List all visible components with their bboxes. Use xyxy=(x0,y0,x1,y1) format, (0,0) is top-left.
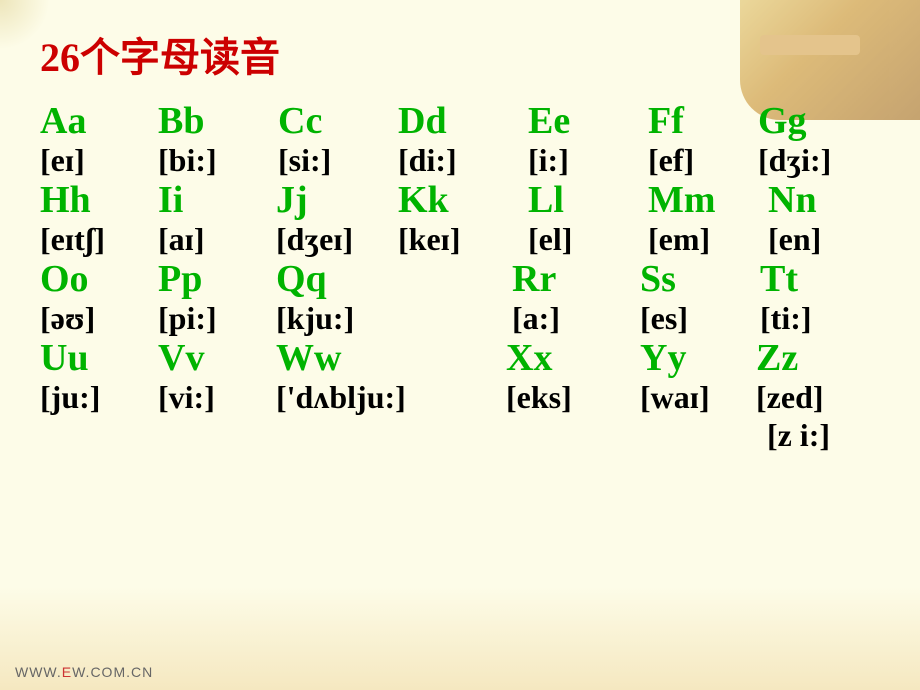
letter: Tt xyxy=(760,259,798,301)
letter-cell: Hh[eɪtʃ] xyxy=(40,180,158,257)
footer-suffix: W.COM.CN xyxy=(72,664,153,680)
ipa: [pi:] xyxy=(158,301,217,336)
letter: Uu xyxy=(40,338,89,380)
footer-url: WWW.EW.COM.CN xyxy=(15,664,153,680)
letter: Xx xyxy=(506,338,552,380)
letter: Aa xyxy=(40,101,86,143)
letter: Ii xyxy=(158,180,183,222)
letter: Gg xyxy=(758,101,807,143)
alphabet-row-2: Hh[eɪtʃ] Ii[aɪ] Jj[dʒeɪ] Kk[keɪ] Ll[el] … xyxy=(40,180,880,257)
letter-cell: Cc[si:] xyxy=(278,101,398,178)
letter-cell: Ff[ef] xyxy=(648,101,758,178)
ipa: [kju:] xyxy=(276,301,354,336)
alphabet-row-4: Uu[ju:] Vv[vi:] Ww['dʌblju:] Xx[eks] Yy[… xyxy=(40,338,880,415)
letter-cell: Oo[əʊ] xyxy=(40,259,158,336)
letter-cell: Bb[bi:] xyxy=(158,101,278,178)
ipa: [el] xyxy=(528,222,572,257)
ipa: ['dʌblju:] xyxy=(276,380,406,415)
footer-mid: E xyxy=(62,664,72,680)
letter-cell: Ee[i:] xyxy=(528,101,648,178)
letter: Ee xyxy=(528,101,570,143)
letter-cell: Ww['dʌblju:] xyxy=(276,338,506,415)
letter-cell: Tt[ti:] xyxy=(760,259,860,336)
letter: Rr xyxy=(512,259,556,301)
footer-prefix: WWW. xyxy=(15,664,62,680)
letter-cell: Ll[el] xyxy=(528,180,648,257)
letter: Hh xyxy=(40,180,91,222)
ipa: [em] xyxy=(648,222,710,257)
ipa: [es] xyxy=(640,301,688,336)
letter: Kk xyxy=(398,180,449,222)
letter-cell: Gg[dʒi:] xyxy=(758,101,858,178)
letter-cell: Yy[waɪ] xyxy=(640,338,756,415)
letter: Oo xyxy=(40,259,89,301)
ipa: [əʊ] xyxy=(40,301,95,336)
letter: Zz xyxy=(756,338,798,380)
letter: Jj xyxy=(276,180,308,222)
letter: Ss xyxy=(640,259,676,301)
letter: Yy xyxy=(640,338,686,380)
letter: Ww xyxy=(276,338,341,380)
letter: Dd xyxy=(398,101,447,143)
ipa: [dʒi:] xyxy=(758,143,831,178)
letter-cell: Uu[ju:] xyxy=(40,338,158,415)
ipa: [vi:] xyxy=(158,380,215,415)
alphabet-row-3: Oo[əʊ] Pp[pi:] Qq[kju:] Rr[a:] Ss[es] Tt… xyxy=(40,259,880,336)
ipa: [di:] xyxy=(398,143,457,178)
letter-cell: Mm[em] xyxy=(648,180,768,257)
letter-cell: Dd[di:] xyxy=(398,101,528,178)
letter: Bb xyxy=(158,101,204,143)
letter-cell: Xx[eks] xyxy=(506,338,640,415)
ipa: [eɪ] xyxy=(40,143,85,178)
letter-cell: Zz[zed] xyxy=(756,338,856,415)
ipa: [zed] xyxy=(756,380,824,415)
letter-cell: Rr[a:] xyxy=(512,259,640,336)
letter: Ll xyxy=(528,180,564,222)
ipa: [aɪ] xyxy=(158,222,205,257)
letter-cell: Pp[pi:] xyxy=(158,259,276,336)
ipa: [ti:] xyxy=(760,301,812,336)
letter-cell: Ii[aɪ] xyxy=(158,180,276,257)
ipa: [eks] xyxy=(506,380,572,415)
page-title: 26个字母读音 xyxy=(40,25,880,83)
ipa: [en] xyxy=(768,222,821,257)
letter: Pp xyxy=(158,259,202,301)
extra-pronunciation: [z i:] xyxy=(40,417,880,454)
letter: Cc xyxy=(278,101,322,143)
ipa: [ju:] xyxy=(40,380,100,415)
letter-cell: Nn[en] xyxy=(768,180,868,257)
alphabet-row-1: Aa[eɪ] Bb[bi:] Cc[si:] Dd[di:] Ee[i:] Ff… xyxy=(40,101,880,178)
ipa: [ef] xyxy=(648,143,694,178)
ipa: [a:] xyxy=(512,301,560,336)
letter: Qq xyxy=(276,259,327,301)
letter-cell: Kk[keɪ] xyxy=(398,180,528,257)
main-content: 26个字母读音 Aa[eɪ] Bb[bi:] Cc[si:] Dd[di:] E… xyxy=(0,0,920,464)
letter-cell: Jj[dʒeɪ] xyxy=(276,180,398,257)
letter-cell: Ss[es] xyxy=(640,259,760,336)
ipa: [i:] xyxy=(528,143,569,178)
letter: Mm xyxy=(648,180,716,222)
letter: Nn xyxy=(768,180,817,222)
ipa: [eɪtʃ] xyxy=(40,222,105,257)
letter: Ff xyxy=(648,101,684,143)
ipa: [bi:] xyxy=(158,143,217,178)
letter-cell: Qq[kju:] xyxy=(276,259,512,336)
ipa: [waɪ] xyxy=(640,380,710,415)
letter: Vv xyxy=(158,338,204,380)
letter-cell: Vv[vi:] xyxy=(158,338,276,415)
letter-cell: Aa[eɪ] xyxy=(40,101,158,178)
ipa: [keɪ] xyxy=(398,222,461,257)
ipa: [dʒeɪ] xyxy=(276,222,353,257)
ipa: [si:] xyxy=(278,143,331,178)
